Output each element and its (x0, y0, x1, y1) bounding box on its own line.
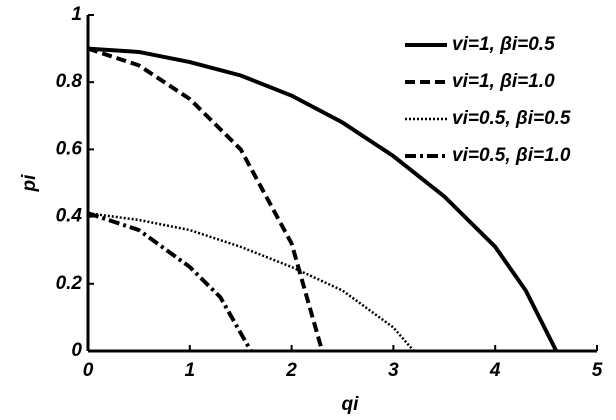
series-line (87, 212, 415, 352)
y-tick-label: 0.4 (56, 206, 83, 227)
x-tick-label: 0 (83, 360, 94, 381)
x-tick-label: 5 (592, 360, 603, 381)
x-tick-label: 3 (388, 360, 399, 381)
y-tick-label: 0 (71, 340, 82, 361)
series-line (87, 46, 559, 352)
x-tick-label: 4 (489, 360, 501, 381)
legend-label: vi=1, βi=1.0 (452, 71, 555, 92)
series-line (87, 211, 253, 352)
y-tick-label: 0.6 (56, 138, 83, 159)
y-tick-label: 1 (71, 4, 82, 25)
y-tick-label: 0.2 (56, 273, 83, 294)
y-tick-label: 0.8 (56, 71, 83, 92)
legend-label: vi=0.5, βi=1.0 (452, 145, 571, 166)
x-axis-label: qi (342, 394, 360, 415)
legend-label: vi=0.5, βi=0.5 (452, 108, 571, 129)
x-tick-label: 2 (285, 360, 297, 381)
x-tick-label: 1 (185, 360, 196, 381)
y-axis-label: pi (19, 174, 40, 193)
series-line (87, 46, 325, 352)
legend-label: vi=1, βi=0.5 (452, 34, 555, 55)
